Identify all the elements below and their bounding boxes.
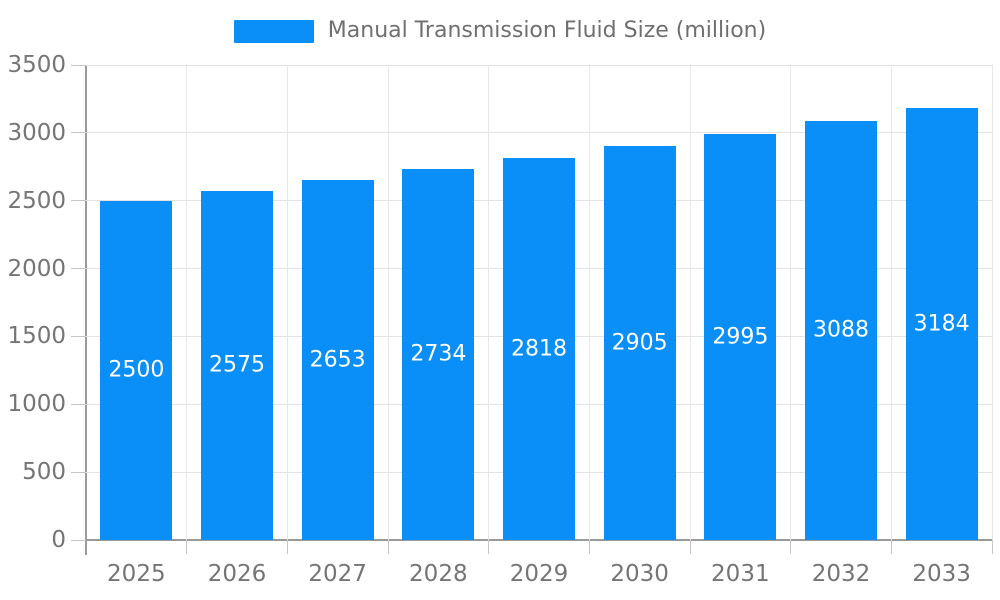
x-axis-line xyxy=(86,539,992,541)
bar[interactable]: 2995 xyxy=(704,133,777,540)
bar-value-label: 2500 xyxy=(108,357,165,383)
y-axis-line xyxy=(85,65,87,555)
x-axis-tick xyxy=(890,540,892,554)
x-axis-tick xyxy=(790,540,792,554)
legend-label: Manual Transmission Fluid Size (million) xyxy=(327,18,767,43)
bar[interactable]: 2905 xyxy=(603,145,676,540)
gridline-horizontal xyxy=(86,64,992,66)
x-axis-tick xyxy=(991,540,993,554)
x-axis-tick-label: 2031 xyxy=(711,561,770,587)
x-axis-tick-label: 2032 xyxy=(811,561,871,587)
y-axis-tick xyxy=(71,200,86,202)
x-axis-tick xyxy=(186,540,188,554)
bar-value-label: 2905 xyxy=(611,330,668,356)
bar[interactable]: 3088 xyxy=(805,120,877,540)
x-axis: 2025 2026 2027 2028 2029 2030 2031 2032 2033 xyxy=(86,560,992,592)
bar-value-label: 3088 xyxy=(813,317,869,343)
y-axis-tick-label: 500 xyxy=(22,459,66,486)
y-axis-tick-label: 1500 xyxy=(7,323,66,350)
y-axis-tick-label: 3000 xyxy=(7,119,66,146)
bar[interactable]: 2575 xyxy=(201,190,273,540)
x-axis-tick xyxy=(488,540,490,554)
bar-value-label: 2575 xyxy=(209,352,265,378)
gridline-vertical xyxy=(588,65,590,540)
legend-swatch xyxy=(233,19,314,43)
gridline-vertical xyxy=(790,65,792,540)
bar[interactable]: 2500 xyxy=(100,200,173,540)
x-axis-tick-label: 2027 xyxy=(308,561,367,587)
gridline-vertical xyxy=(186,65,188,540)
gridline-horizontal xyxy=(86,132,992,134)
y-axis-tick xyxy=(71,64,86,66)
y-axis-tick xyxy=(71,403,86,405)
y-axis-tick-label: 0 xyxy=(51,527,66,553)
bar-value-label: 3184 xyxy=(913,311,970,337)
y-axis-tick-label: 2000 xyxy=(7,255,66,282)
plot-area: 2500 2575 2653 2734 2818 2905 2995 3088 3184 xyxy=(71,64,993,554)
y-axis-tick-label: 1000 xyxy=(7,391,66,418)
bar-value-label: 2818 xyxy=(511,336,567,362)
x-axis-tick-label: 2029 xyxy=(509,561,569,587)
bar[interactable]: 2734 xyxy=(402,168,475,540)
y-axis-tick xyxy=(71,471,86,473)
x-axis-tick xyxy=(387,540,389,554)
x-axis-tick xyxy=(286,540,288,554)
x-axis-tick-label: 2030 xyxy=(610,561,669,587)
gridline-vertical xyxy=(286,65,288,540)
y-axis-tick xyxy=(71,132,86,134)
gridline-vertical xyxy=(991,65,993,540)
y-axis-tick xyxy=(71,539,86,541)
bar[interactable]: 2653 xyxy=(301,179,374,540)
bar-value-label: 2734 xyxy=(410,341,467,367)
gridline-vertical xyxy=(689,65,691,540)
gridline-vertical xyxy=(890,65,892,540)
gridline-vertical xyxy=(387,65,389,540)
x-axis-tick-label: 2033 xyxy=(912,561,971,587)
y-axis-tick xyxy=(71,335,86,337)
bar[interactable]: 3184 xyxy=(905,107,978,540)
x-axis-tick-label: 2026 xyxy=(207,561,267,587)
gridline-vertical xyxy=(488,65,490,540)
x-axis-tick xyxy=(689,540,691,554)
legend-item[interactable]: Manual Transmission Fluid Size (million) xyxy=(0,18,1000,44)
x-axis-tick-label: 2025 xyxy=(107,561,166,587)
y-axis-tick-label: 2500 xyxy=(7,187,66,214)
bar[interactable]: 2818 xyxy=(503,157,575,540)
y-axis-tick xyxy=(71,268,86,270)
x-axis-tick-label: 2028 xyxy=(409,561,468,587)
y-axis: 0 500 1000 1500 2000 2500 3000 3500 xyxy=(0,0,66,600)
bar-value-label: 2995 xyxy=(712,324,769,350)
x-axis-tick xyxy=(588,540,590,554)
bar-value-label: 2653 xyxy=(309,347,366,373)
y-axis-tick-label: 3500 xyxy=(7,52,66,78)
